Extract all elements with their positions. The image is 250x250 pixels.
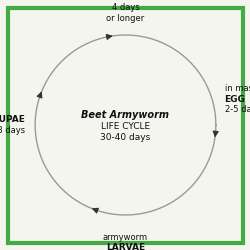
Text: 2-5 days: 2-5 days bbox=[224, 105, 250, 114]
Text: ADULT: ADULT bbox=[109, 0, 141, 2]
Text: or longer: or longer bbox=[106, 14, 144, 23]
Text: Beet Armyworm: Beet Armyworm bbox=[81, 110, 169, 120]
Text: EGG: EGG bbox=[224, 95, 244, 104]
Text: 4 days: 4 days bbox=[111, 3, 139, 12]
Text: PUPAE: PUPAE bbox=[0, 115, 25, 124]
Text: in masses: in masses bbox=[224, 84, 250, 93]
Text: LARVAE: LARVAE bbox=[106, 243, 144, 250]
Text: 30-40 days: 30-40 days bbox=[100, 133, 150, 142]
Text: 5-8 days: 5-8 days bbox=[0, 126, 25, 135]
Text: armyworm: armyworm bbox=[102, 232, 148, 241]
Text: LIFE CYCLE: LIFE CYCLE bbox=[100, 122, 150, 131]
